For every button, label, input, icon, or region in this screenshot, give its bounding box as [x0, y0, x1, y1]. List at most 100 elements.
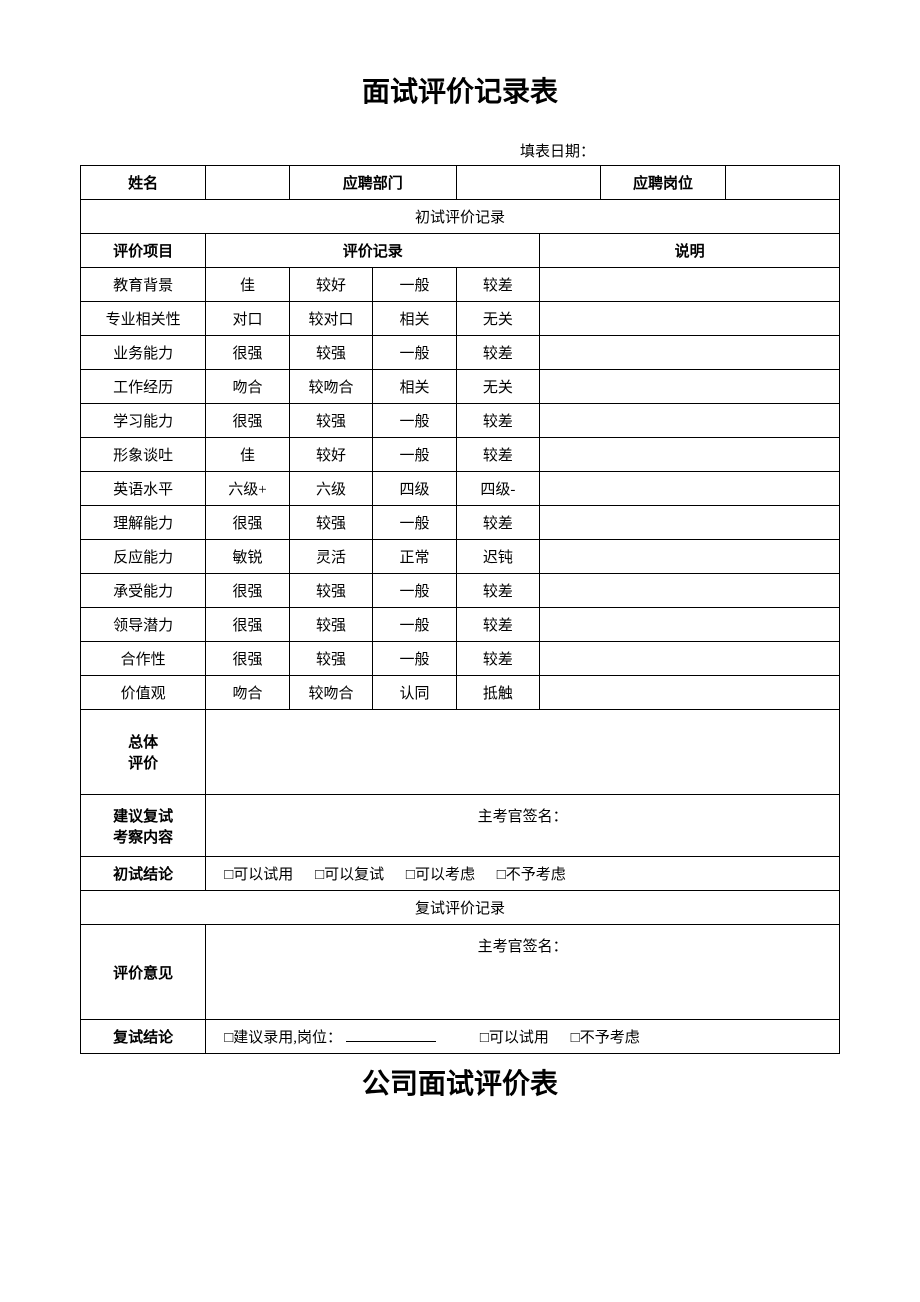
- evaluation-item: 工作经历: [81, 370, 206, 404]
- evaluation-option: 较差: [456, 506, 539, 540]
- evaluation-option: 较强: [289, 336, 372, 370]
- record-column-label: 评价记录: [206, 234, 540, 268]
- name-value: [206, 166, 289, 200]
- evaluation-option: 很强: [206, 574, 289, 608]
- suggestion-label: 建议复试 考察内容: [81, 795, 206, 857]
- opinion-label: 评价意见: [81, 925, 206, 1020]
- evaluation-option: 较吻合: [289, 370, 372, 404]
- evaluation-item: 形象谈吐: [81, 438, 206, 472]
- evaluation-item: 业务能力: [81, 336, 206, 370]
- date-label: 填表日期：: [80, 140, 840, 161]
- evaluation-option: 佳: [206, 438, 289, 472]
- evaluation-row: 承受能力很强较强一般较差: [81, 574, 840, 608]
- evaluation-option: 较好: [289, 438, 372, 472]
- first-conclusion-row: 初试结论 □可以试用 □可以复试 □可以考虑 □不予考虑: [81, 857, 840, 891]
- evaluation-note: [540, 370, 840, 404]
- evaluation-item: 学习能力: [81, 404, 206, 438]
- evaluation-option: 较对口: [289, 302, 372, 336]
- evaluation-option: 六级: [289, 472, 372, 506]
- evaluation-option: 很强: [206, 642, 289, 676]
- column-header-row: 评价项目 评价记录 说明: [81, 234, 840, 268]
- department-value: [456, 166, 600, 200]
- evaluation-option: 很强: [206, 608, 289, 642]
- item-column-label: 评价项目: [81, 234, 206, 268]
- evaluation-item: 理解能力: [81, 506, 206, 540]
- evaluation-row: 工作经历吻合较吻合相关无关: [81, 370, 840, 404]
- evaluation-option: 灵活: [289, 540, 372, 574]
- section2-title: 复试评价记录: [81, 891, 840, 925]
- evaluation-row: 理解能力很强较强一般较差: [81, 506, 840, 540]
- evaluation-option: 四级-: [456, 472, 539, 506]
- evaluation-item: 价值观: [81, 676, 206, 710]
- evaluation-option: 敏锐: [206, 540, 289, 574]
- section1-title-row: 初试评价记录: [81, 200, 840, 234]
- evaluation-option: 较强: [289, 642, 372, 676]
- evaluation-item: 合作性: [81, 642, 206, 676]
- evaluation-item: 教育背景: [81, 268, 206, 302]
- header-row: 姓名 应聘部门 应聘岗位: [81, 166, 840, 200]
- evaluation-option: 较差: [456, 438, 539, 472]
- suggestion-signature: 主考官签名：: [206, 795, 840, 857]
- evaluation-note: [540, 574, 840, 608]
- evaluation-option: 相关: [373, 370, 456, 404]
- evaluation-option: 吻合: [206, 676, 289, 710]
- position-label: 应聘岗位: [600, 166, 725, 200]
- opinion-row: 评价意见 主考官签名：: [81, 925, 840, 1020]
- final-conclusion-label: 复试结论: [81, 1020, 206, 1054]
- opinion-signature: 主考官签名：: [206, 925, 840, 1020]
- evaluation-option: 一般: [373, 642, 456, 676]
- evaluation-note: [540, 404, 840, 438]
- overall-label: 总体 评价: [81, 710, 206, 795]
- evaluation-option: 较强: [289, 608, 372, 642]
- overall-row: 总体 评价: [81, 710, 840, 795]
- evaluation-option: 迟钝: [456, 540, 539, 574]
- final-conclusion-row: 复试结论 □建议录用,岗位： □可以试用 □不予考虑: [81, 1020, 840, 1054]
- evaluation-row: 教育背景佳较好一般较差: [81, 268, 840, 302]
- suggestion-row: 建议复试 考察内容 主考官签名：: [81, 795, 840, 857]
- evaluation-option: 较吻合: [289, 676, 372, 710]
- evaluation-option: 较强: [289, 404, 372, 438]
- evaluation-row: 学习能力很强较强一般较差: [81, 404, 840, 438]
- evaluation-row: 形象谈吐佳较好一般较差: [81, 438, 840, 472]
- evaluation-note: [540, 506, 840, 540]
- section2-title-row: 复试评价记录: [81, 891, 840, 925]
- final-conclusion-options: □建议录用,岗位： □可以试用 □不予考虑: [206, 1020, 840, 1054]
- evaluation-row: 反应能力敏锐灵活正常迟钝: [81, 540, 840, 574]
- evaluation-option: 一般: [373, 506, 456, 540]
- evaluation-option: 对口: [206, 302, 289, 336]
- evaluation-option: 较差: [456, 336, 539, 370]
- evaluation-option: 六级+: [206, 472, 289, 506]
- evaluation-item: 领导潜力: [81, 608, 206, 642]
- evaluation-option: 较差: [456, 404, 539, 438]
- name-label: 姓名: [81, 166, 206, 200]
- evaluation-note: [540, 608, 840, 642]
- evaluation-option: 很强: [206, 506, 289, 540]
- evaluation-row: 专业相关性对口较对口相关无关: [81, 302, 840, 336]
- first-conclusion-options: □可以试用 □可以复试 □可以考虑 □不予考虑: [206, 857, 840, 891]
- evaluation-item: 专业相关性: [81, 302, 206, 336]
- evaluation-option: 抵触: [456, 676, 539, 710]
- overall-value: [206, 710, 840, 795]
- evaluation-option: 较差: [456, 574, 539, 608]
- evaluation-item: 承受能力: [81, 574, 206, 608]
- evaluation-option: 很强: [206, 404, 289, 438]
- evaluation-option: 一般: [373, 608, 456, 642]
- evaluation-note: [540, 472, 840, 506]
- evaluation-option: 认同: [373, 676, 456, 710]
- evaluation-item: 英语水平: [81, 472, 206, 506]
- first-conclusion-label: 初试结论: [81, 857, 206, 891]
- section1-title: 初试评价记录: [81, 200, 840, 234]
- evaluation-note: [540, 302, 840, 336]
- evaluation-option: 相关: [373, 302, 456, 336]
- evaluation-note: [540, 676, 840, 710]
- evaluation-note: [540, 642, 840, 676]
- evaluation-row: 英语水平六级+六级四级四级-: [81, 472, 840, 506]
- evaluation-row: 领导潜力很强较强一般较差: [81, 608, 840, 642]
- evaluation-option: 较好: [289, 268, 372, 302]
- main-title: 面试评价记录表: [80, 70, 840, 110]
- evaluation-row: 价值观吻合较吻合认同抵触: [81, 676, 840, 710]
- evaluation-note: [540, 540, 840, 574]
- evaluation-option: 较差: [456, 608, 539, 642]
- evaluation-option: 一般: [373, 574, 456, 608]
- evaluation-option: 佳: [206, 268, 289, 302]
